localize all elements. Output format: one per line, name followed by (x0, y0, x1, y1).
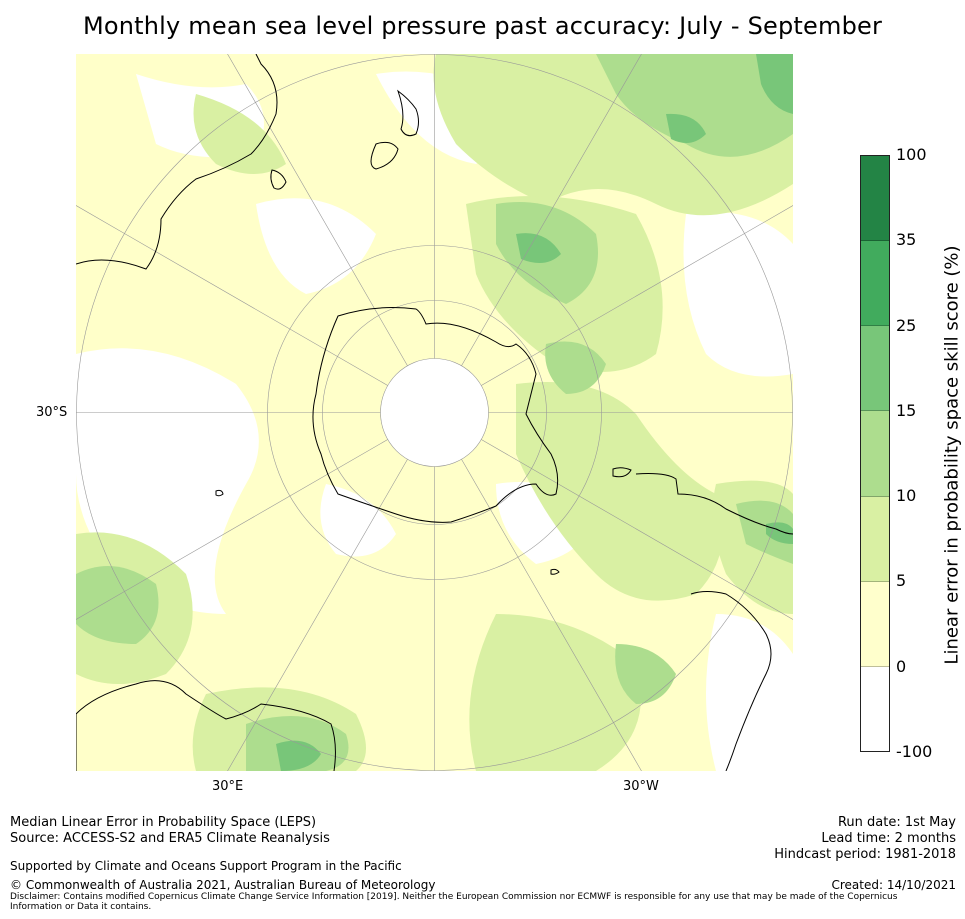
south-georgia (550, 568, 560, 575)
colorbar-label: Linear error in probability space skill … (941, 245, 963, 665)
meridian-line (481, 439, 793, 620)
colorbar-tick: 35 (896, 230, 917, 249)
meridian-line (481, 205, 793, 386)
colorbar-segment (861, 241, 889, 327)
footer-hindcast: Hindcast period: 1981-2018 (774, 847, 956, 862)
footer-copyright: © Commonwealth of Australia 2021, Austra… (10, 878, 436, 892)
colorbar-segment (861, 581, 889, 667)
colorbar-tick: 10 (896, 486, 917, 505)
footer-run-date: Run date: 1st May (837, 815, 956, 830)
lon-label-30e: 30°E (212, 779, 244, 794)
page-title: Monthly mean sea level pressure past acc… (82, 12, 883, 40)
pole-hole (380, 358, 489, 467)
lon-label-30w: 30°W (623, 779, 659, 794)
meridian-line (227, 459, 408, 771)
south-america-tip (690, 591, 772, 771)
graticule (76, 54, 793, 771)
kerguelen (215, 489, 224, 497)
skill-map (76, 54, 793, 771)
australia-coast (76, 680, 336, 771)
colorbar-segment (861, 156, 889, 242)
meridian-line (461, 459, 642, 771)
footer-created: Created: 14/10/2021 (831, 878, 956, 892)
new-zealand-north (397, 89, 419, 137)
meridian-line (461, 54, 642, 366)
colorbar-segment (861, 411, 889, 497)
colorbar-tick: -100 (896, 742, 933, 761)
africa-coast (76, 54, 278, 270)
south-america-coast (635, 473, 793, 535)
meridian-line (76, 439, 388, 620)
colorbar-tick: 100 (896, 145, 927, 164)
map-canvas (76, 54, 793, 771)
footer-lead-time: Lead time: 2 months (821, 831, 956, 846)
colorbar-tick: 0 (896, 657, 907, 676)
footer-left-info: Median Linear Error in Probability Space… (10, 815, 330, 847)
madagascar (270, 169, 287, 190)
meridian-line (227, 54, 408, 366)
lat-label-30s: 30°S (36, 405, 68, 420)
footer-method: Median Linear Error in Probability Space… (10, 815, 317, 830)
footer-source: Source: ACCESS-S2 and ERA5 Climate Reana… (10, 831, 330, 846)
colorbar-tick: 15 (896, 401, 917, 420)
antarctica-coast (312, 307, 559, 523)
colorbar-segment (861, 496, 889, 582)
colorbar-segment (861, 666, 889, 751)
falklands (612, 467, 632, 478)
colorbar-scale (860, 155, 890, 752)
footer-disclaimer: Disclaimer: Contains modified Copernicus… (10, 892, 898, 912)
colorbar-tick: 5 (896, 571, 907, 590)
colorbar-tick: 25 (896, 316, 917, 335)
meridian-line (76, 205, 388, 386)
coastlines (76, 54, 793, 771)
footer-support: Supported by Climate and Oceans Support … (10, 859, 402, 873)
new-zealand-south (370, 141, 399, 170)
colorbar: 100 35 25 15 10 5 0 -100 (860, 147, 932, 760)
footer-right-info: Run date: 1st May Lead time: 2 months Hi… (774, 815, 956, 863)
colorbar-segment (861, 326, 889, 412)
